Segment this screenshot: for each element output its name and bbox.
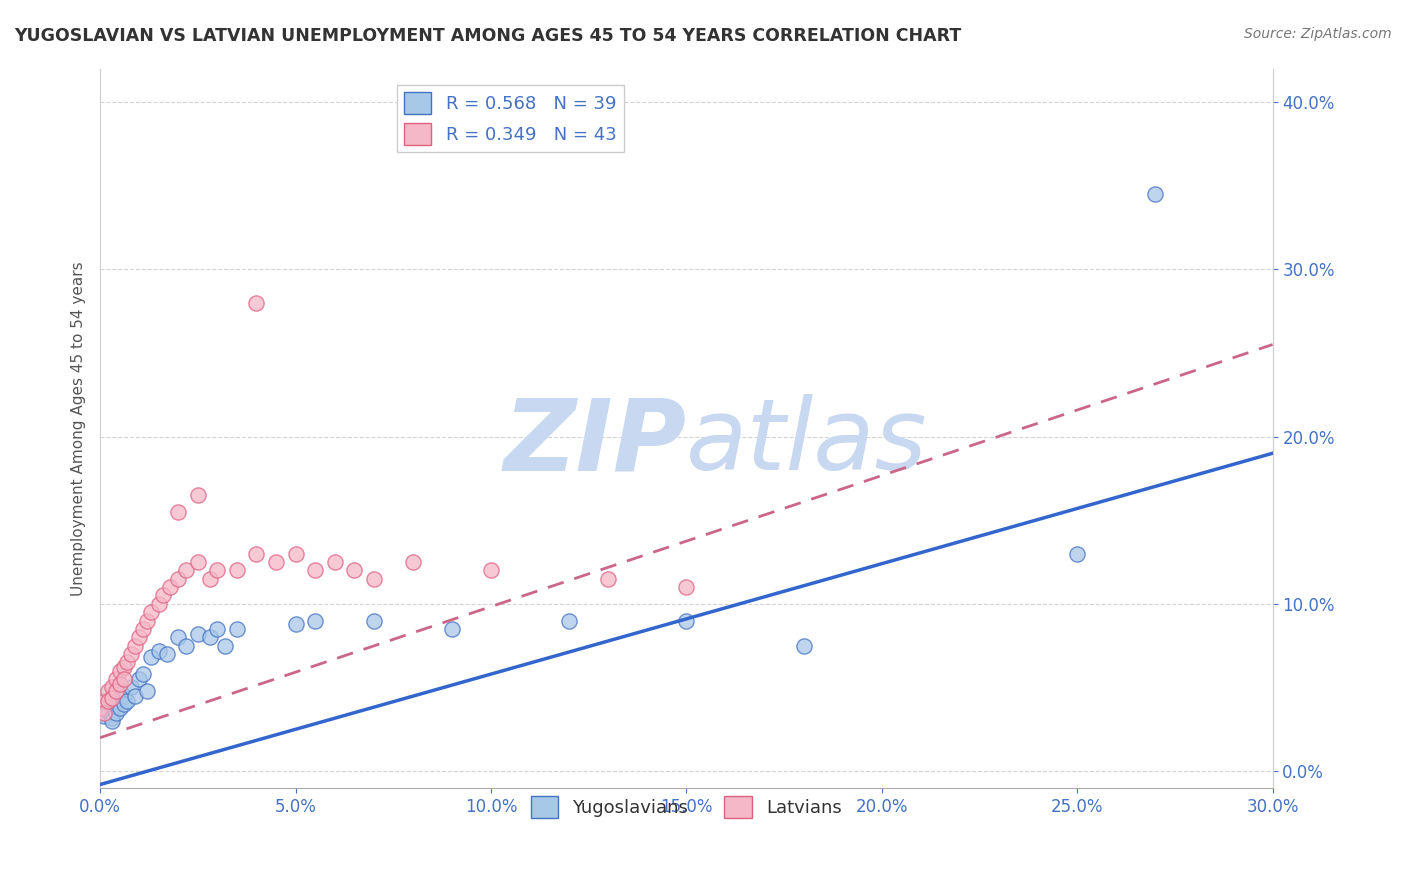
- Point: [101, 700, 124, 714]
- Point: [1144, 186, 1167, 201]
- Point: [93, 700, 115, 714]
- Point: [152, 589, 174, 603]
- Point: [132, 667, 155, 681]
- Point: [174, 563, 197, 577]
- Point: [174, 639, 197, 653]
- Y-axis label: Unemployment Among Ages 45 to 54 years: Unemployment Among Ages 45 to 54 years: [72, 260, 86, 596]
- Point: [97, 683, 120, 698]
- Point: [148, 597, 170, 611]
- Point: [187, 488, 209, 502]
- Point: [128, 672, 150, 686]
- Point: [101, 681, 124, 695]
- Point: [124, 639, 146, 653]
- Point: [284, 547, 307, 561]
- Point: [97, 697, 120, 711]
- Point: [112, 689, 135, 703]
- Point: [245, 547, 267, 561]
- Legend: Yugoslavians, Latvians: Yugoslavians, Latvians: [523, 789, 849, 826]
- Text: ZIP: ZIP: [503, 394, 686, 491]
- Point: [323, 555, 346, 569]
- Point: [402, 555, 425, 569]
- Point: [187, 627, 209, 641]
- Point: [101, 690, 124, 705]
- Text: Source: ZipAtlas.com: Source: ZipAtlas.com: [1244, 27, 1392, 41]
- Point: [148, 643, 170, 657]
- Point: [136, 683, 159, 698]
- Point: [93, 706, 115, 720]
- Point: [104, 694, 127, 708]
- Point: [187, 555, 209, 569]
- Point: [89, 706, 111, 720]
- Point: [108, 683, 131, 698]
- Point: [675, 580, 697, 594]
- Point: [104, 683, 127, 698]
- Point: [1066, 547, 1088, 561]
- Point: [89, 700, 111, 714]
- Point: [304, 614, 326, 628]
- Point: [479, 563, 502, 577]
- Point: [198, 572, 221, 586]
- Point: [104, 672, 127, 686]
- Point: [97, 694, 120, 708]
- Point: [167, 505, 190, 519]
- Point: [104, 706, 127, 720]
- Point: [363, 614, 385, 628]
- Point: [198, 630, 221, 644]
- Point: [93, 694, 115, 708]
- Point: [93, 709, 115, 723]
- Point: [363, 572, 385, 586]
- Point: [132, 622, 155, 636]
- Point: [112, 660, 135, 674]
- Point: [793, 639, 815, 653]
- Point: [284, 616, 307, 631]
- Point: [207, 622, 229, 636]
- Point: [304, 563, 326, 577]
- Point: [245, 295, 267, 310]
- Point: [214, 639, 236, 653]
- Point: [117, 694, 139, 708]
- Point: [108, 677, 131, 691]
- Point: [97, 704, 120, 718]
- Point: [159, 580, 181, 594]
- Point: [225, 563, 247, 577]
- Point: [675, 614, 697, 628]
- Point: [440, 622, 463, 636]
- Point: [598, 572, 620, 586]
- Point: [112, 672, 135, 686]
- Point: [167, 630, 190, 644]
- Point: [112, 697, 135, 711]
- Point: [139, 605, 162, 619]
- Point: [225, 622, 247, 636]
- Point: [264, 555, 287, 569]
- Point: [108, 664, 131, 678]
- Point: [101, 710, 124, 724]
- Text: atlas: atlas: [686, 394, 928, 491]
- Point: [155, 647, 177, 661]
- Text: YUGOSLAVIAN VS LATVIAN UNEMPLOYMENT AMONG AGES 45 TO 54 YEARS CORRELATION CHART: YUGOSLAVIAN VS LATVIAN UNEMPLOYMENT AMON…: [14, 27, 962, 45]
- Point: [207, 563, 229, 577]
- Point: [117, 656, 139, 670]
- Point: [101, 714, 124, 728]
- Point: [136, 614, 159, 628]
- Point: [343, 563, 366, 577]
- Point: [108, 700, 131, 714]
- Point: [120, 647, 142, 661]
- Point: [558, 614, 581, 628]
- Point: [128, 630, 150, 644]
- Point: [124, 689, 146, 703]
- Point: [139, 650, 162, 665]
- Point: [120, 681, 142, 695]
- Point: [167, 572, 190, 586]
